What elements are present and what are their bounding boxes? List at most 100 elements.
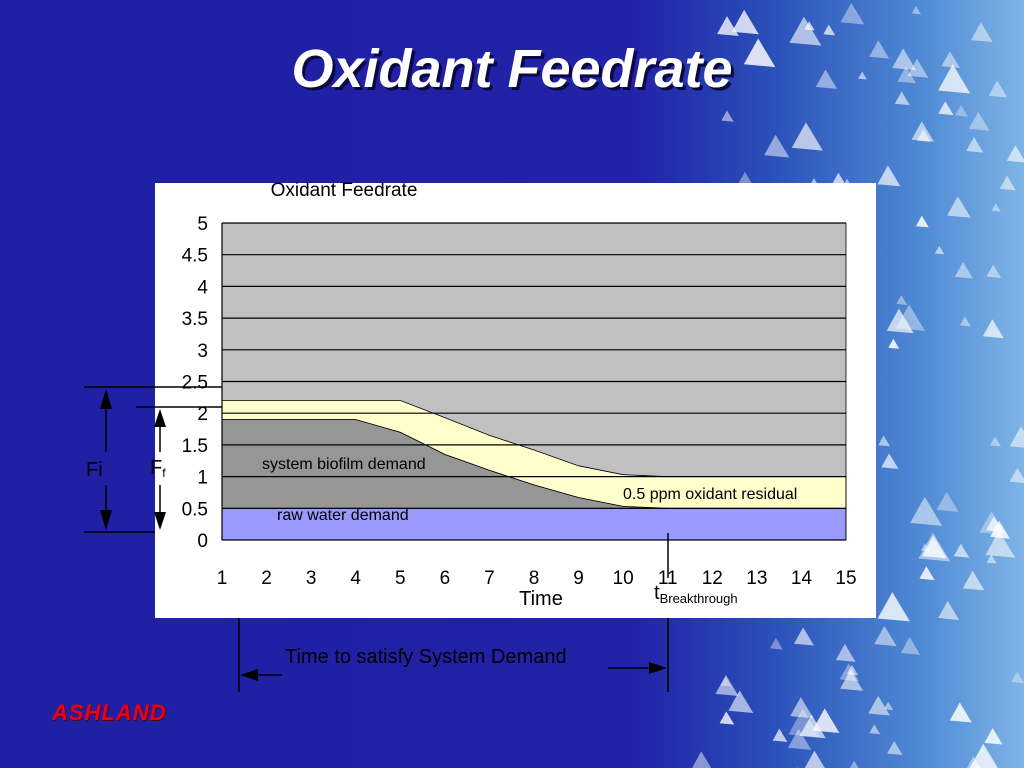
crystal-shape <box>769 637 783 650</box>
y-tick-label: 2 <box>197 404 208 425</box>
fi-label: Fi <box>86 459 103 481</box>
y-tick-label: 4.5 <box>182 246 208 267</box>
y-tick-label: 2.5 <box>182 373 208 394</box>
y-tick-label: 4 <box>197 277 208 298</box>
x-tick-label: 12 <box>702 568 723 589</box>
x-tick-label: 10 <box>613 568 634 589</box>
crystal-shape <box>934 245 945 255</box>
crystal-shape <box>984 728 1003 745</box>
crystal-shape <box>1009 467 1024 483</box>
crystal-shape <box>949 702 972 723</box>
y-tick-label: 0.5 <box>182 499 208 520</box>
crystal-shape <box>900 637 921 655</box>
crystal-shape <box>970 22 993 43</box>
crystal-shape <box>892 48 917 71</box>
x-tick-label: 3 <box>306 568 317 589</box>
crystal-shape <box>877 165 901 187</box>
crystal-shape <box>721 110 734 122</box>
crystal-shape <box>804 21 815 31</box>
crystal-shape <box>910 496 943 526</box>
crystal-shape <box>947 196 971 218</box>
ff-annotation <box>136 406 222 530</box>
ff-label: Ff <box>150 457 166 480</box>
x-tick-label: 9 <box>573 568 584 589</box>
crystal-shape <box>938 64 971 94</box>
crystal-shape <box>772 728 788 742</box>
crystal-shape <box>840 669 864 691</box>
x-tick-label: 2 <box>261 568 272 589</box>
x-tick-label: 5 <box>395 568 406 589</box>
crystal-shape <box>959 316 971 327</box>
crystal-shape <box>799 714 826 739</box>
slide-title: Oxidant Feedrate <box>291 39 733 99</box>
crystal-shape <box>986 516 1004 532</box>
x-tick-label: 14 <box>791 568 813 589</box>
crystal-shape <box>794 627 814 646</box>
ashland-logo: ASHLAND <box>52 700 167 725</box>
crystal-shape <box>966 136 984 153</box>
crystal-shape <box>938 101 954 116</box>
crystal-shape <box>764 134 790 158</box>
crystal-shape <box>835 643 856 662</box>
crystal-shape <box>936 491 959 512</box>
crystal-shape <box>1006 145 1024 163</box>
crystal-shape <box>938 600 960 620</box>
crystal-shape <box>918 532 951 562</box>
crystal-shape <box>1009 426 1024 448</box>
crystal-shape <box>743 38 776 68</box>
x-tick-label: 15 <box>835 568 856 589</box>
crystal-shape <box>731 9 759 35</box>
crystal-shape <box>1011 671 1024 684</box>
crystal-shape <box>868 695 890 716</box>
crystal-shape <box>788 728 812 750</box>
crystal-shape <box>917 129 931 142</box>
x-tick-label: 13 <box>746 568 767 589</box>
x-tick-label: 1 <box>217 568 228 589</box>
crystal-shape <box>874 625 897 647</box>
x-tick-label: 8 <box>529 568 540 589</box>
chart-title: Oxidant Feedrate <box>271 180 418 201</box>
crystal-shape <box>728 690 754 713</box>
crystal-shape <box>720 676 732 687</box>
crystal-shape <box>887 740 903 755</box>
crystal-shape <box>878 435 891 447</box>
y-tick-label: 0 <box>197 531 208 552</box>
crystal-shape <box>888 338 900 349</box>
crystal-shape <box>907 58 929 78</box>
crystal-shape <box>823 24 836 36</box>
crystal-shape <box>858 71 867 80</box>
crystal-shape <box>881 453 899 469</box>
x-tick-label: 6 <box>440 568 451 589</box>
crystal-shape <box>791 122 823 151</box>
crystal-shape <box>979 511 1006 535</box>
crystal-shape <box>840 2 865 25</box>
crystal-shape <box>846 664 859 676</box>
crystal-shape <box>941 51 960 68</box>
crystal-shape <box>815 69 838 89</box>
crystal-shape <box>788 708 821 738</box>
crystal-shape <box>869 40 890 59</box>
crystal-shape <box>883 701 894 711</box>
y-tick-label: 3.5 <box>182 309 208 330</box>
crystal-shape <box>991 203 1001 212</box>
t-breakthrough-label: tBreakthrough <box>654 582 738 606</box>
crystal-shape <box>897 66 917 84</box>
crystal-shape <box>789 16 822 46</box>
crystal-shape <box>802 750 828 773</box>
crystal-shape <box>919 566 935 581</box>
crystal-shape <box>985 530 1016 558</box>
crystal-shape <box>894 91 910 106</box>
y-tick-label: 1.5 <box>182 436 208 457</box>
crystal-shape <box>953 543 970 558</box>
x-tick-label: 7 <box>484 568 495 589</box>
y-tick-label: 3 <box>197 341 208 362</box>
crystal-shape <box>968 111 990 131</box>
crystal-shape <box>955 104 968 117</box>
crystal-shape <box>790 697 814 719</box>
time-to-satisfy-annotation <box>238 618 669 692</box>
series-label-residual: 0.5 ppm oxidant residual <box>623 486 797 503</box>
crystal-shape <box>962 570 985 591</box>
time-to-satisfy-label: Time to satisfy System Demand <box>285 646 567 668</box>
crystal-shape <box>988 80 1008 98</box>
